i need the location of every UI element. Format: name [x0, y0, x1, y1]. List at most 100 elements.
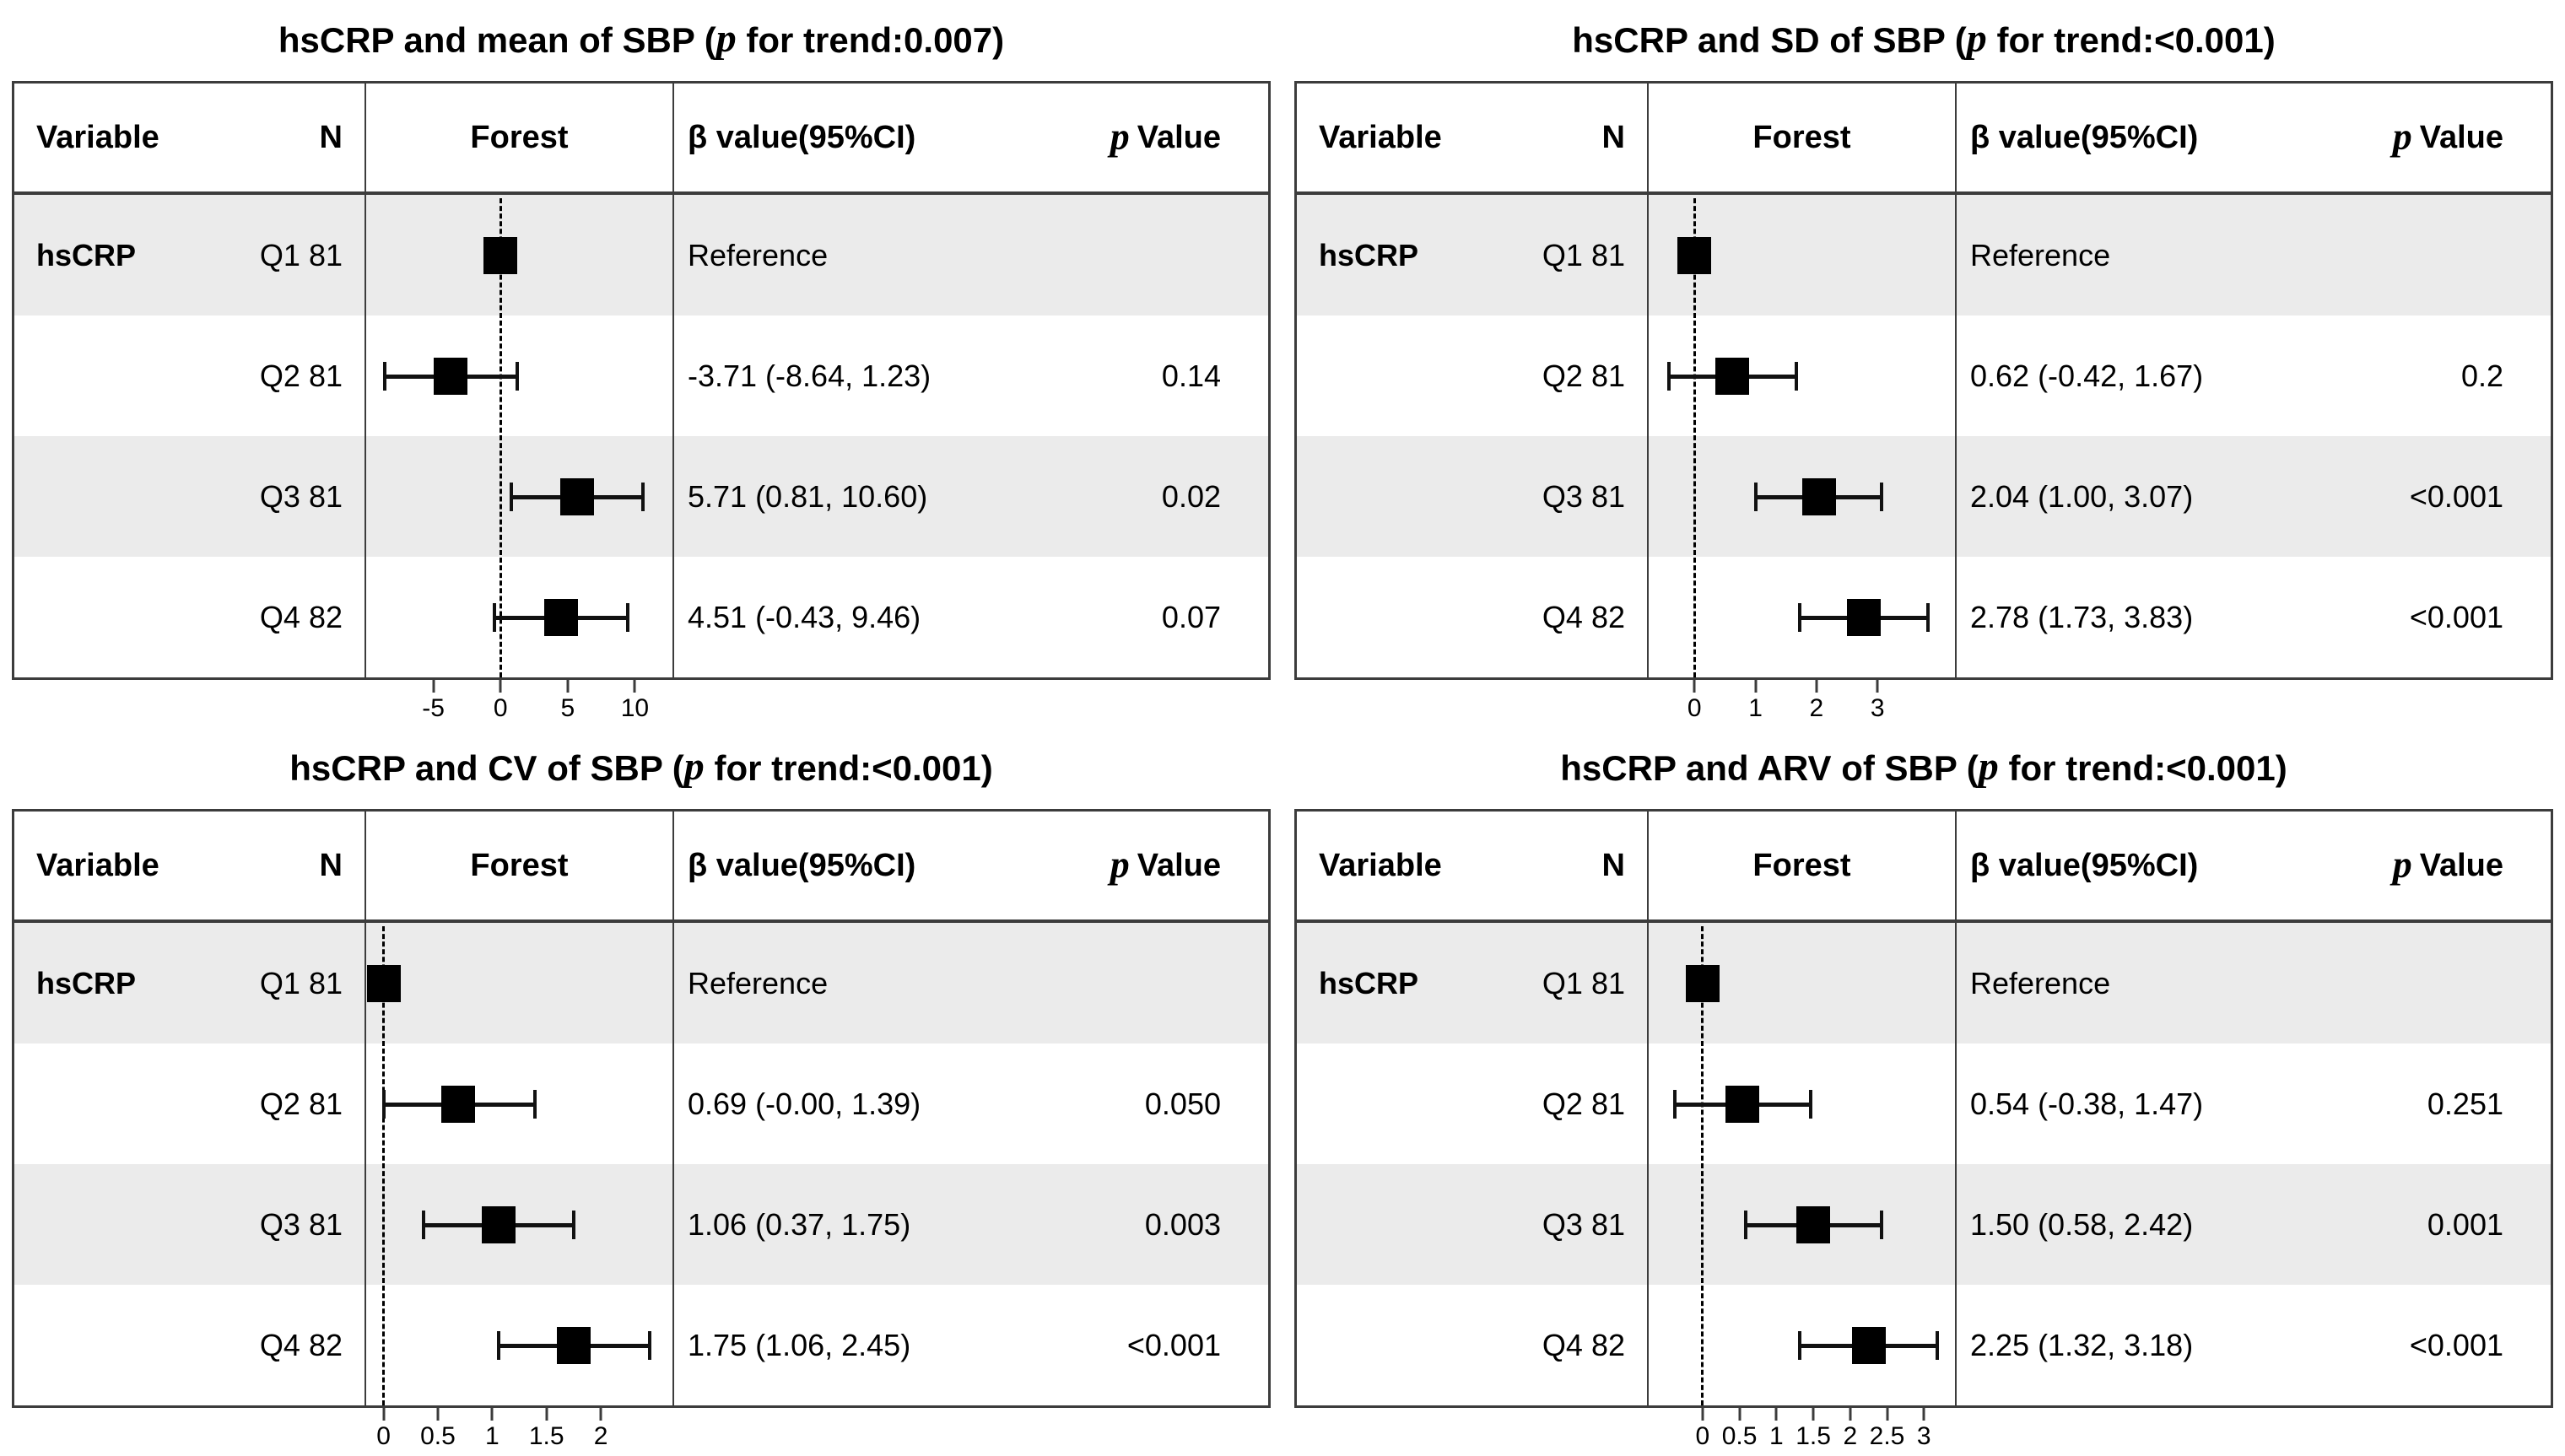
row-p-value: 0.050	[1144, 1086, 1221, 1121]
zero-reference-line	[1693, 198, 1696, 677]
table-header-row: Variable N Forest β value(95%CI) p Value	[1297, 84, 2551, 195]
row-p-value: 0.251	[2427, 1086, 2503, 1121]
panel-title-post: for trend:<0.001)	[704, 748, 993, 788]
row-p-value: 0.003	[1144, 1206, 1221, 1242]
ci-cap-left	[382, 361, 386, 391]
zero-reference-line	[1701, 926, 1704, 1405]
ci-cap-left	[1666, 361, 1671, 391]
p-rest: Value	[2419, 119, 2503, 155]
panel-title-pre: hsCRP and mean of SBP (	[278, 20, 716, 60]
panel-cv-sbp: hsCRP and CV of SBP (p for trend:<0.001)…	[0, 728, 1282, 1456]
row-beta-value: 1.50 (0.58, 2.42)	[1970, 1206, 2194, 1242]
estimate-square	[1725, 1085, 1760, 1123]
row-variable: hsCRP	[36, 965, 137, 1000]
axis-tick	[566, 680, 570, 693]
col-header-forest: Forest	[1752, 847, 1851, 883]
col-header-beta: β value(95%CI)	[688, 119, 916, 155]
row-p-value: 0.2	[2460, 358, 2503, 393]
axis-tick	[1738, 1408, 1742, 1421]
axis-tick-label: 3	[1916, 1422, 1931, 1450]
forest-cell	[1647, 1043, 1955, 1164]
axis-tick-label: 0.5	[1721, 1422, 1758, 1450]
axis-tick	[490, 1408, 494, 1421]
table-row: Q4 82 4.51 (-0.43, 9.46) 0.07	[14, 557, 1268, 677]
col-header-pvalue: p Value	[1110, 842, 1221, 888]
p-italic: p	[1110, 114, 1130, 158]
table-row: hsCRP Q1 81 Reference	[14, 195, 1268, 315]
panel-title: hsCRP and CV of SBP (p for trend:<0.001)	[12, 728, 1271, 809]
row-beta-value: Reference	[1970, 965, 2111, 1000]
axis-tick	[1812, 1408, 1815, 1421]
ci-cap-right	[1926, 602, 1930, 632]
row-p-value: <0.001	[1126, 1327, 1221, 1362]
ci-cap-left	[1743, 1210, 1747, 1239]
panel-title-p-italic: p	[716, 16, 737, 61]
ci-cap-right	[647, 1330, 651, 1360]
estimate-square	[556, 1326, 591, 1364]
row-p-value: <0.001	[2409, 478, 2503, 514]
col-header-forest: Forest	[470, 847, 569, 883]
forest-cell	[364, 195, 672, 315]
col-header-n: N	[319, 847, 343, 883]
col-header-variable: Variable	[36, 119, 159, 155]
table-row: Q4 82 2.25 (1.32, 3.18) <0.001	[1297, 1285, 2551, 1405]
p-italic: p	[1110, 842, 1130, 886]
row-group-n: Q1 81	[259, 965, 343, 1000]
axis-tick-label: 1	[484, 1422, 500, 1450]
axis-tick	[432, 680, 435, 693]
axis-tick-label: 10	[620, 694, 650, 722]
forest-cell	[364, 315, 672, 436]
p-rest: Value	[1137, 847, 1221, 883]
ci-cap-left	[1798, 602, 1802, 632]
panel-title: hsCRP and SD of SBP (p for trend:<0.001)	[1294, 0, 2553, 81]
row-group-n: Q1 81	[1542, 965, 1625, 1000]
ci-cap-right	[1880, 482, 1884, 511]
panel-title-p-italic: p	[1966, 16, 1987, 61]
estimate-square	[1677, 236, 1712, 274]
ci-cap-left	[1798, 1330, 1802, 1360]
row-group-n: Q4 82	[1542, 599, 1625, 634]
col-header-beta: β value(95%CI)	[688, 847, 916, 883]
p-italic: p	[2392, 842, 2412, 886]
forest-cell	[1647, 923, 1955, 1043]
table-row: hsCRP Q1 81 Reference	[1297, 195, 2551, 315]
forest-table: Variable N Forest β value(95%CI) p Value …	[12, 81, 1271, 680]
col-header-beta: β value(95%CI)	[1970, 119, 2199, 155]
axis-tick-label: 0	[376, 1422, 391, 1450]
panel-title-post: for trend:<0.001)	[1998, 748, 2287, 788]
axis-tick	[633, 680, 636, 693]
row-beta-value: Reference	[688, 237, 829, 272]
row-beta-value: 0.54 (-0.38, 1.47)	[1970, 1086, 2204, 1121]
axis-tick	[1876, 680, 1879, 693]
col-header-n: N	[1601, 119, 1625, 155]
ci-cap-left	[510, 482, 514, 511]
ci-cap-left	[381, 1089, 386, 1119]
col-header-pvalue: p Value	[2393, 115, 2503, 160]
panel-mean-sbp: hsCRP and mean of SBP (p for trend:0.007…	[0, 0, 1282, 728]
row-beta-value: 1.06 (0.37, 1.75)	[688, 1206, 911, 1242]
table-row: Q2 81 0.54 (-0.38, 1.47) 0.251	[1297, 1043, 2551, 1164]
axis-tick	[599, 1408, 602, 1421]
row-group-n: Q1 81	[259, 237, 343, 272]
col-header-forest: Forest	[1752, 119, 1851, 155]
ci-cap-right	[1936, 1330, 1939, 1360]
col-header-n: N	[319, 119, 343, 155]
row-group-n: Q2 81	[1542, 1086, 1625, 1121]
table-header-row: Variable N Forest β value(95%CI) p Value	[14, 812, 1268, 923]
forest-cell	[1647, 1164, 1955, 1285]
forest-cell	[364, 557, 672, 677]
estimate-square	[441, 1085, 476, 1123]
axis-tick-label: 0	[1695, 1422, 1710, 1450]
estimate-square	[1796, 1205, 1831, 1243]
p-rest: Value	[1137, 119, 1221, 155]
table-row: Q2 81 0.69 (-0.00, 1.39) 0.050	[14, 1043, 1268, 1164]
row-group-n: Q4 82	[259, 1327, 343, 1362]
row-beta-value: 5.71 (0.81, 10.60)	[688, 478, 928, 514]
ci-cap-left	[1672, 1089, 1677, 1119]
col-header-forest: Forest	[470, 119, 569, 155]
table-row: hsCRP Q1 81 Reference	[14, 923, 1268, 1043]
x-axis: -5 0 5 10	[366, 680, 672, 728]
row-p-value: 0.07	[1161, 599, 1221, 634]
axis-tick-label: 0	[493, 694, 508, 722]
